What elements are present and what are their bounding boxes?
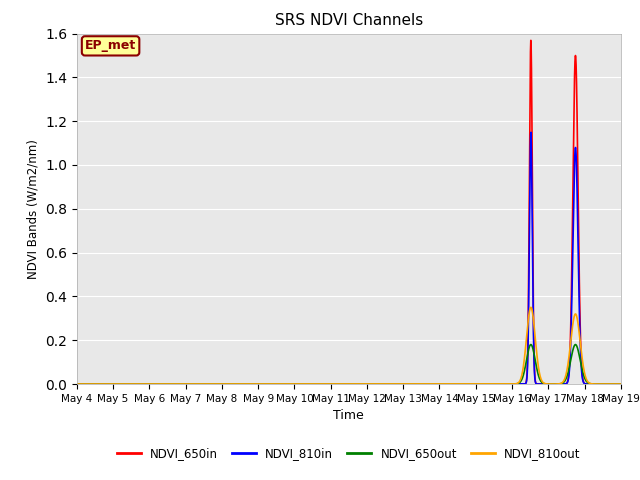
Line: NDVI_810in: NDVI_810in [77, 132, 621, 384]
NDVI_650in [172, 381, 179, 387]
NDVI_650out [172, 381, 179, 387]
NDVI_650in [479, 381, 486, 387]
NDVI_650in [73, 381, 81, 387]
NDVI_810out [527, 304, 534, 310]
NDVI_810in [281, 381, 289, 387]
NDVI_810out [281, 381, 289, 387]
Legend: NDVI_650in, NDVI_810in, NDVI_650out, NDVI_810out: NDVI_650in, NDVI_810in, NDVI_650out, NDV… [112, 443, 586, 465]
NDVI_650out [572, 342, 579, 348]
NDVI_650in [399, 381, 407, 387]
Text: EP_met: EP_met [85, 39, 136, 52]
NDVI_810in [479, 381, 486, 387]
Line: NDVI_810out: NDVI_810out [77, 307, 621, 384]
NDVI_650in [427, 381, 435, 387]
NDVI_810out [399, 381, 407, 387]
NDVI_650out [520, 370, 528, 375]
Line: NDVI_650in: NDVI_650in [77, 40, 621, 384]
NDVI_810in [527, 130, 534, 135]
NDVI_810out [172, 381, 179, 387]
NDVI_650out [479, 381, 486, 387]
Title: SRS NDVI Channels: SRS NDVI Channels [275, 13, 423, 28]
NDVI_810out [427, 381, 435, 387]
NDVI_650out [427, 381, 435, 387]
NDVI_650in [617, 381, 625, 387]
Y-axis label: NDVI Bands (W/m2/nm): NDVI Bands (W/m2/nm) [26, 139, 40, 279]
NDVI_810in [73, 381, 81, 387]
NDVI_810in [520, 381, 528, 387]
NDVI_810in [617, 381, 625, 387]
NDVI_650out [617, 381, 625, 387]
NDVI_650out [281, 381, 289, 387]
Line: NDVI_650out: NDVI_650out [77, 345, 621, 384]
NDVI_810out [479, 381, 486, 387]
NDVI_810in [399, 381, 407, 387]
X-axis label: Time: Time [333, 409, 364, 422]
NDVI_810out [617, 381, 625, 387]
NDVI_650in [281, 381, 289, 387]
NDVI_650out [399, 381, 407, 387]
NDVI_650out [73, 381, 81, 387]
NDVI_650in [520, 381, 528, 387]
NDVI_810out [520, 359, 528, 364]
NDVI_810in [172, 381, 179, 387]
NDVI_810out [73, 381, 81, 387]
NDVI_650in [527, 37, 534, 43]
NDVI_810in [427, 381, 435, 387]
